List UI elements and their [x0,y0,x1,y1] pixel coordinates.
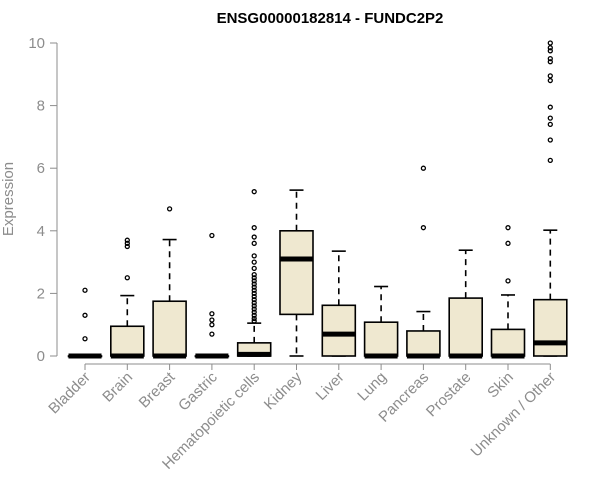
outlier-point [251,303,257,309]
x-tick-label-brain: Brain [99,369,136,406]
box-group-lung [363,285,399,359]
outlier-point [251,306,257,312]
x-tick-label-breast: Breast [136,368,179,411]
x-tick-label-bladder: Bladder [45,369,94,418]
outlier-point [251,287,257,293]
outlier-point [124,275,130,281]
outlier-point [251,290,257,297]
outlier-point [251,293,257,300]
x-tick-label-skin: Skin [484,369,517,402]
outlier-point [505,240,511,246]
box-group-skin [490,225,526,359]
outlier-point [547,115,553,121]
outlier-point [251,278,257,284]
outlier-point [251,265,257,272]
x-tick-label-kidney: Kidney [261,368,306,413]
y-axis: 0 2 4 6 8 10 [28,35,58,365]
box-group-pancreas [406,165,441,359]
outlier-point [251,271,257,278]
y-axis-label: Expression [0,162,17,236]
outlier-point [124,240,130,246]
outlier-point [251,300,257,306]
box-rect [279,230,314,316]
box-group-unknown-other [532,40,568,357]
box-group-kidney [279,189,314,357]
box-group-brain [110,237,145,359]
outlier-point [547,59,553,65]
x-tick-label-prostate: Prostate [423,369,475,421]
y-tick-label: 6 [37,160,45,177]
box-group-prostate [448,249,484,359]
y-tick-label: 10 [28,35,45,52]
x-tick-label-liver: Liver [313,369,348,404]
outlier-point [547,45,553,51]
outlier-point [166,206,173,212]
box-group-liver [321,250,357,357]
outlier-point [251,312,257,318]
outlier-point [251,234,257,240]
box-rect [406,330,441,357]
outlier-point [251,281,257,287]
outlier-point [420,165,427,171]
outlier-point [209,317,215,323]
outlier-point [547,48,553,54]
outlier-point [547,73,553,79]
outlier-point [547,56,553,62]
outlier-point [82,287,88,293]
outlier-point [124,243,130,250]
outlier-point [547,104,553,110]
box-rect [363,321,399,357]
outlier-point [547,40,553,46]
outlier-point [82,336,88,342]
outlier-point [251,275,257,281]
box-rect [152,300,187,357]
box-rect [110,325,145,357]
outlier-point [251,315,257,322]
outlier-point [547,137,553,143]
outlier-point [209,232,215,239]
box-group-bladder [67,287,103,359]
outlier-point [251,318,257,324]
y-tick-label: 4 [37,223,45,240]
outlier-point [547,77,553,84]
outlier-point [547,157,553,164]
outlier-point [420,225,427,231]
box-group-gastric [194,232,230,359]
box-rect [490,328,526,357]
outlier-point [209,331,215,337]
outlier-point [209,311,215,317]
outlier-point [251,309,257,315]
y-tick-label: 2 [37,285,45,302]
outlier-point [82,312,88,318]
outlier-point [251,225,257,231]
box-group-hematopoietic-cells [236,189,272,357]
boxes-layer [67,40,568,359]
y-tick-label: 0 [37,348,45,365]
outlier-point [124,237,130,243]
outlier-point [251,297,257,303]
outlier-point [505,278,511,284]
outlier-point [251,253,257,259]
box-rect [448,297,484,357]
outlier-point [251,284,257,290]
box-group-breast [152,206,187,359]
outlier-point [251,259,257,265]
outlier-point [547,121,553,128]
y-tick-label: 8 [37,98,45,115]
outlier-point [505,225,511,231]
box-rect [321,304,357,357]
outlier-point [251,189,257,195]
box-rect [532,298,568,357]
outlier-point [209,322,215,328]
outlier-point [251,240,257,246]
x-tick-label-lung: Lung [354,369,390,405]
chart-title: ENSG00000182814 - FUNDC2P2 [217,10,444,27]
